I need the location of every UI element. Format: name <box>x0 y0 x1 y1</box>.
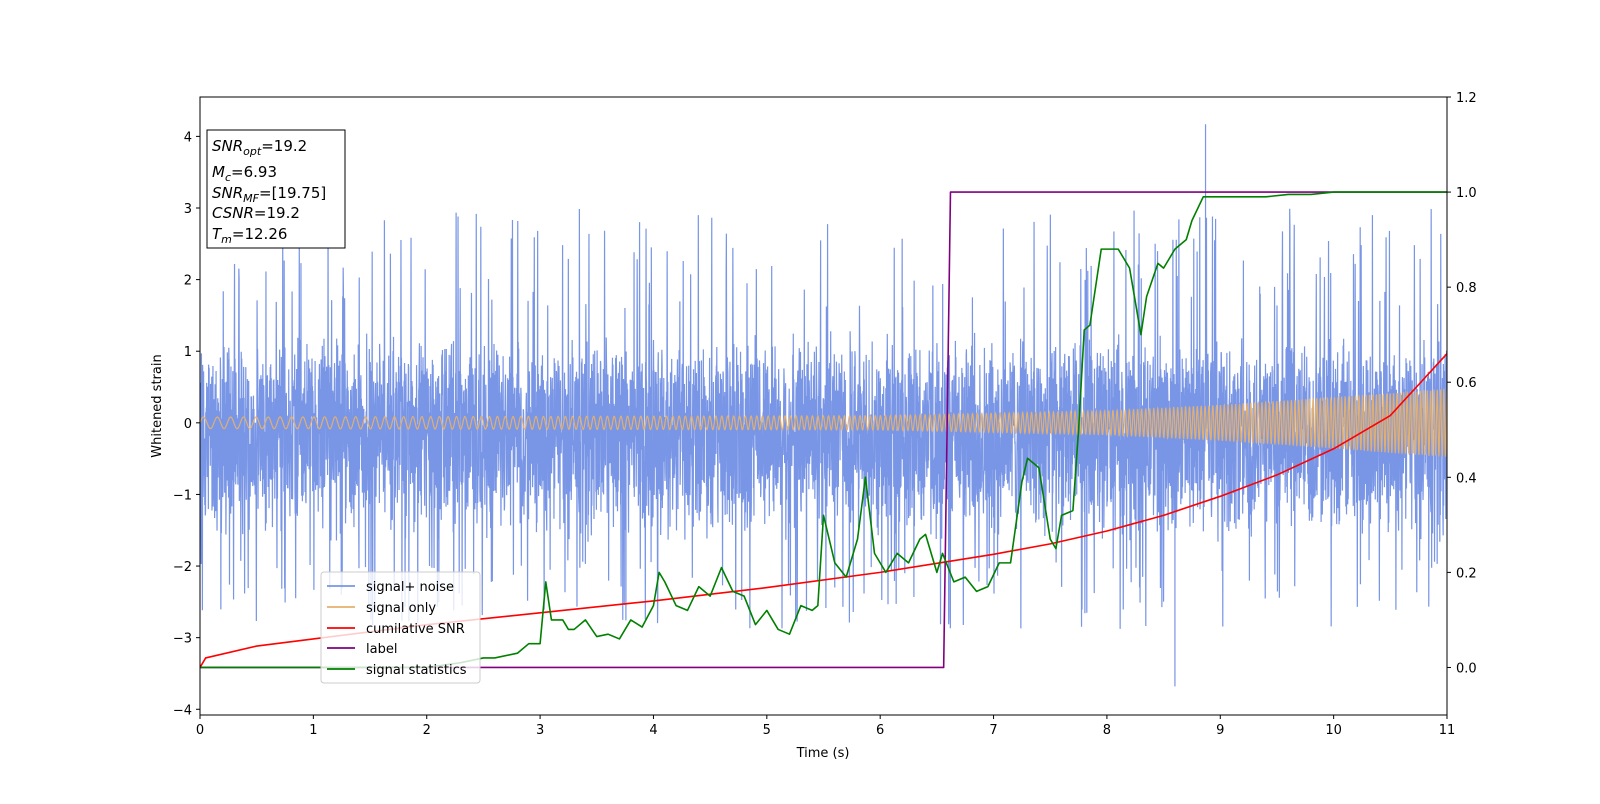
y-tick-label: −3 <box>173 632 192 647</box>
y2-tick-label: 0.2 <box>1456 566 1477 581</box>
info-box-line: Mc=6.93 <box>212 163 277 184</box>
x-tick-label: 1 <box>309 723 317 738</box>
x-tick-label: 9 <box>1216 723 1224 738</box>
legend-frame <box>320 571 481 684</box>
legend: signal+ noise signal only cumilative SNR la… <box>320 571 481 684</box>
y2-tick-label: 0.0 <box>1456 661 1477 676</box>
axes: 0 1 2 3 4 5 6 7 8 9 10 11 −4 −3 −2 −1 0 1 2 3 4 0.0 0.2 0.4 0.6 0… <box>173 91 1477 738</box>
series-label-line <box>200 191 1447 669</box>
plot-area <box>200 124 1447 687</box>
info-box: SNRopt=19.2 Mc=6.93SNRMF=[19.75]CSNR=19.2… <box>206 129 346 249</box>
x-axis-label: Time (s) <box>796 746 850 761</box>
y-tick-label: 0 <box>184 417 192 432</box>
x-tick-label: 2 <box>423 723 431 738</box>
x-tick-label: 5 <box>763 723 771 738</box>
y-tick-label: 3 <box>184 202 192 217</box>
x-tick-label: 6 <box>876 723 884 738</box>
legend-label: signal statistics <box>366 663 467 678</box>
legend-label: label <box>366 642 397 657</box>
y-tick-label: 2 <box>184 274 192 289</box>
info-box-line: SNRMF=[19.75] <box>212 184 326 205</box>
y-tick-label: −2 <box>173 560 192 575</box>
y-tick-label: −4 <box>173 703 192 718</box>
x-tick-label: 3 <box>536 723 544 738</box>
legend-label: signal+ noise <box>366 580 454 595</box>
series-signal-statistics-line <box>200 191 1447 669</box>
series-signal-noise-line <box>200 124 1447 687</box>
info-box-line: Tm=12.26 <box>212 225 287 246</box>
plot-frame <box>199 96 1448 716</box>
info-box-frame <box>206 129 346 249</box>
y2-tick-label: 0.8 <box>1456 281 1477 296</box>
y2-tick-label: 1.0 <box>1456 186 1477 201</box>
series-signal-only-line <box>200 388 1447 457</box>
legend-label: cumilative SNR <box>366 622 465 637</box>
y2-tick-label: 0.6 <box>1456 376 1477 391</box>
x-tick-label: 10 <box>1325 723 1342 738</box>
y2-tick-label: 0.4 <box>1456 471 1477 486</box>
series-cumulative-snr-line <box>200 353 1447 668</box>
legend-label: signal only <box>366 601 436 616</box>
x-tick-label: 4 <box>649 723 657 738</box>
y2-tick-label: 1.2 <box>1456 91 1477 106</box>
info-box-line: CSNR=19.2 <box>212 204 300 222</box>
y-axis-label: Whitened strain <box>150 354 165 457</box>
y-tick-label: −1 <box>173 488 192 503</box>
info-box-line: SNRopt=19.2 <box>212 137 307 158</box>
x-tick-label: 8 <box>1103 723 1111 738</box>
x-tick-label: 0 <box>196 723 204 738</box>
y-tick-label: 1 <box>184 345 192 360</box>
x-tick-label: 11 <box>1439 723 1456 738</box>
y-tick-label: 4 <box>184 130 192 145</box>
x-tick-label: 7 <box>989 723 997 738</box>
